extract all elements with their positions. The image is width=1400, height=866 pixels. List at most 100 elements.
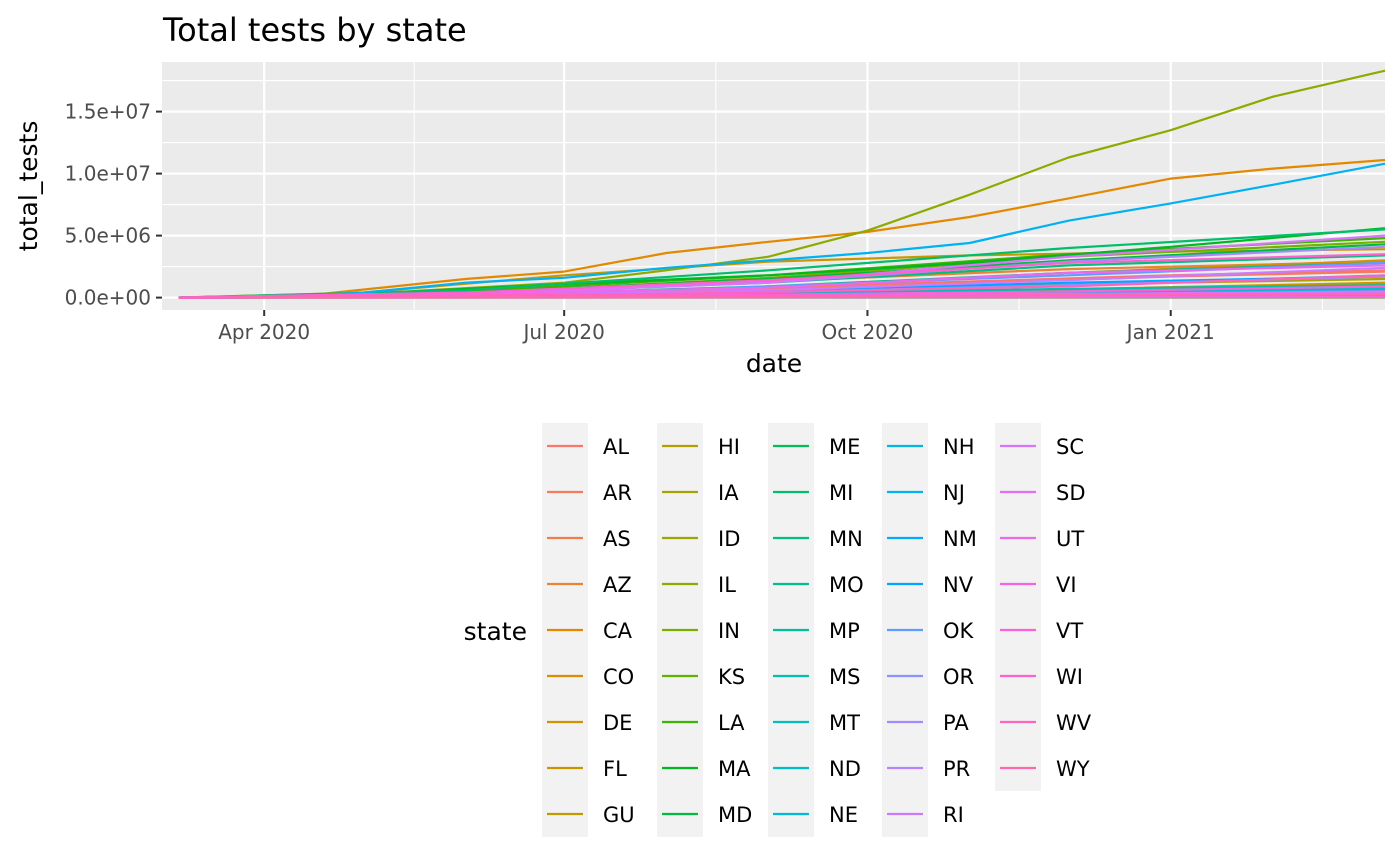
legend-item-me: ME [768, 423, 860, 469]
legend-label: IN [718, 619, 740, 643]
legend-item-la: LA [657, 699, 745, 745]
x-tick-label: Oct 2020 [822, 320, 914, 344]
legend-item-nm: NM [882, 515, 977, 561]
legend-item-wi: WI [995, 653, 1083, 699]
series-line-wi [178, 253, 1386, 299]
legend-label: ID [718, 527, 740, 551]
legend-item-ok: OK [882, 607, 975, 653]
legend-item-ma: MA [657, 745, 751, 791]
legend-item-pa: PA [882, 699, 969, 745]
legend-label: NJ [943, 481, 965, 505]
legend-label: OK [943, 619, 975, 643]
legend-item-ar: AR [542, 469, 632, 515]
legend-label: AR [603, 481, 632, 505]
legend-item-id: ID [657, 515, 740, 561]
legend-item-wv: WV [995, 699, 1092, 745]
legend-label: NV [943, 573, 974, 597]
legend-label: CA [603, 619, 633, 643]
legend-item-ia: IA [657, 469, 739, 515]
legend-item-or: OR [882, 653, 974, 699]
legend-label: NE [829, 803, 858, 827]
y-axis-title: total_tests [14, 121, 43, 252]
legend-label: ND [829, 757, 861, 781]
legend-label: VT [1056, 619, 1083, 643]
legend-label: MI [829, 481, 853, 505]
legend-label: PA [943, 711, 969, 735]
legend-item-pr: PR [882, 745, 970, 791]
legend-label: NM [943, 527, 977, 551]
y-tick-label: 1.5e+07 [65, 100, 151, 124]
y-axis: 0.0e+00 5.0e+06 1.0e+07 1.5e+07 [65, 100, 162, 310]
legend-label: IL [718, 573, 736, 597]
legend-item-ne: NE [768, 791, 858, 837]
plot-panel [162, 62, 1385, 310]
legend-label: LA [718, 711, 745, 735]
legend-item-sc: SC [995, 423, 1084, 469]
legend-item-mp: MP [768, 607, 860, 653]
legend-item-ms: MS [768, 653, 860, 699]
legend-item-il: IL [657, 561, 736, 607]
legend-label: KS [718, 665, 745, 689]
legend-item-al: AL [542, 423, 629, 469]
legend-label: AS [603, 527, 631, 551]
x-axis-title: date [746, 349, 802, 378]
legend-label: MO [829, 573, 864, 597]
legend-item-nh: NH [882, 423, 975, 469]
legend-label: AZ [603, 573, 632, 597]
legend-item-wy: WY [995, 745, 1090, 791]
series-line-ca [178, 158, 1386, 299]
legend-item-ut: UT [995, 515, 1084, 561]
legend-label: HI [718, 435, 740, 459]
legend-label: GU [603, 803, 635, 827]
legend-item-mn: MN [768, 515, 863, 561]
legend-item-nv: NV [882, 561, 974, 607]
legend-item-in: IN [657, 607, 740, 653]
legend-label: MS [829, 665, 860, 689]
series-lines [178, 69, 1386, 299]
legend-item-ri: RI [882, 791, 964, 837]
minor-gridlines [162, 62, 1385, 310]
legend-label: OR [943, 665, 974, 689]
legend: state AL AR AS AZ CA CO DE FL GU HI IA ID IL IN KS LA MA M… [464, 423, 1092, 837]
legend-label: CO [603, 665, 634, 689]
y-tick-label: 0.0e+00 [65, 286, 151, 310]
series-line-nj [178, 162, 1386, 299]
legend-label: WI [1056, 665, 1083, 689]
legend-item-nj: NJ [882, 469, 965, 515]
legend-item-co: CO [542, 653, 634, 699]
series-line-wy [178, 292, 1386, 299]
series-line-wv [178, 274, 1386, 299]
chart-title: Total tests by state [162, 11, 467, 49]
legend-label: DE [603, 711, 632, 735]
legend-item-az: AZ [542, 561, 632, 607]
legend-item-hi: HI [657, 423, 740, 469]
legend-item-gu: GU [542, 791, 635, 837]
legend-label: MP [829, 619, 860, 643]
legend-item-as: AS [542, 515, 631, 561]
legend-item-md: MD [657, 791, 752, 837]
x-axis: Apr 2020 Jul 2020 Oct 2020 Jan 2021 [218, 310, 1215, 344]
legend-label: UT [1056, 527, 1084, 551]
y-tick-label: 5.0e+06 [65, 224, 151, 248]
legend-label: WV [1056, 711, 1092, 735]
legend-label: FL [603, 757, 627, 781]
legend-label: IA [718, 481, 739, 505]
legend-item-ca: CA [542, 607, 633, 653]
legend-label: WY [1056, 757, 1090, 781]
legend-label: SC [1056, 435, 1084, 459]
legend-label: RI [943, 803, 964, 827]
y-tick-label: 1.0e+07 [65, 162, 151, 186]
legend-label: PR [943, 757, 970, 781]
legend-item-fl: FL [542, 745, 627, 791]
legend-label: MN [829, 527, 863, 551]
legend-item-vt: VT [995, 607, 1083, 653]
legend-label: VI [1056, 573, 1077, 597]
legend-item-mo: MO [768, 561, 864, 607]
legend-item-vi: VI [995, 561, 1077, 607]
legend-item-ks: KS [657, 653, 745, 699]
legend-item-sd: SD [995, 469, 1086, 515]
legend-label: ME [829, 435, 860, 459]
legend-label: MT [829, 711, 860, 735]
x-tick-label: Jul 2020 [521, 320, 604, 344]
